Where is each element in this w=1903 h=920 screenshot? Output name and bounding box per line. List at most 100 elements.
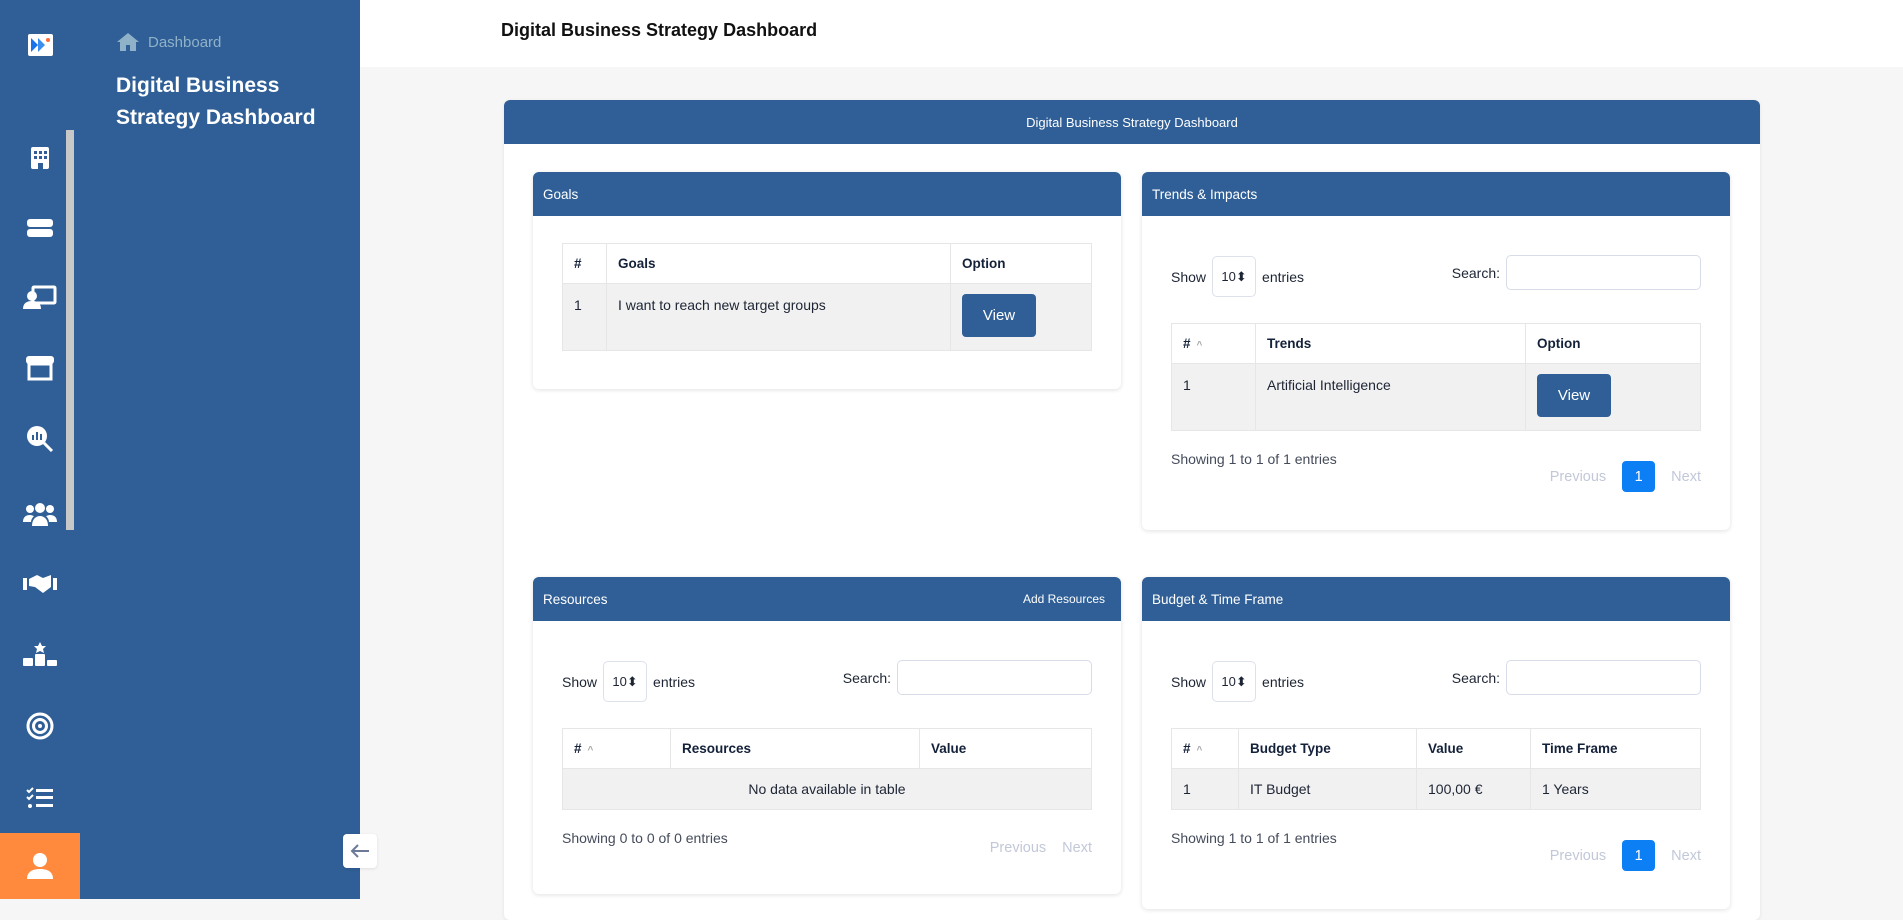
view-button[interactable]: View (1537, 374, 1611, 417)
app-logo[interactable] (28, 34, 53, 56)
pagination: Previous 1 Next (1550, 461, 1701, 492)
breadcrumb[interactable]: Dashboard (116, 32, 221, 52)
table-info: Showing 1 to 1 of 1 entries (1171, 830, 1337, 846)
dashboard-panel-header: Digital Business Strategy Dashboard (504, 100, 1760, 144)
entries-select[interactable]: 10 ⬍ (1212, 661, 1257, 702)
previous-button[interactable]: Previous (1549, 468, 1607, 485)
col-header-number[interactable]: # ^ (1171, 728, 1239, 769)
search-label: Search: (1451, 264, 1500, 281)
col-header[interactable]: Time Frame (1530, 728, 1701, 769)
col-header[interactable]: Budget Type (1238, 728, 1417, 769)
col-header[interactable]: Value (1416, 728, 1531, 769)
previous-button[interactable]: Previous (989, 840, 1047, 856)
page-1-button[interactable]: 1 (1622, 461, 1656, 492)
cell-time-frame: 1 Years (1530, 768, 1701, 810)
entries-value: 10 (1221, 674, 1236, 689)
budget-table: # ^ Budget Type Value Time Frame 1 IT Budget 1… (1171, 728, 1701, 810)
col-header-number[interactable]: # ^ (1171, 323, 1256, 364)
page-1-button[interactable]: 1 (1622, 840, 1656, 871)
page-title: Digital Business Strategy Dashboard (501, 20, 818, 40)
entries-value: 10 (1221, 269, 1236, 284)
next-button[interactable]: Next (1671, 468, 1701, 485)
table-row: 1 Artificial Intelligence View (1171, 363, 1701, 431)
search-label: Search: (1451, 669, 1500, 686)
show-label: Show (562, 673, 598, 690)
table-info: Showing 0 to 0 of 0 entries (562, 830, 728, 846)
ranking-icon[interactable] (20, 636, 60, 672)
collapse-sidebar-button[interactable] (343, 834, 377, 868)
add-resources-button[interactable]: Add Resources (1022, 592, 1105, 606)
entries-label: entries (1262, 673, 1305, 690)
entries-value: 10 (612, 674, 627, 689)
col-label: # (574, 741, 582, 756)
budget-title: Budget & Time Frame (1152, 591, 1284, 607)
view-button[interactable]: View (962, 294, 1036, 337)
sidebar: Dashboard Digital Business Strategy Dash… (80, 0, 360, 899)
user-icon[interactable] (0, 833, 80, 899)
arrow-left-icon (350, 844, 369, 858)
entries-label: entries (1262, 268, 1305, 285)
search-input[interactable] (897, 660, 1092, 695)
resources-card: Resources Add Resources Show 10 ⬍ entries Se… (533, 577, 1121, 894)
server-icon[interactable] (20, 210, 60, 246)
cell-goal: I want to reach new target groups (606, 283, 951, 351)
col-header[interactable]: Option (1525, 323, 1701, 364)
col-header[interactable]: Trends (1255, 323, 1526, 364)
next-button[interactable]: Next (1671, 847, 1701, 864)
search-input[interactable] (1506, 660, 1701, 695)
home-icon (117, 33, 139, 51)
users-icon[interactable] (20, 496, 60, 532)
resources-title: Resources (543, 591, 608, 607)
col-header: Option (950, 243, 1092, 284)
building-icon[interactable] (20, 140, 60, 176)
cell-trend: Artificial Intelligence (1255, 363, 1526, 431)
cell-number: 1 (562, 283, 607, 351)
entries-select[interactable]: 10 ⬍ (603, 661, 648, 702)
pagination: Previous 1 Next (1550, 840, 1701, 871)
pagination: Previous Next (990, 840, 1092, 856)
col-header: # (562, 243, 607, 284)
next-button[interactable]: Next (1062, 840, 1092, 856)
store-icon[interactable] (20, 350, 60, 386)
sort-up-icon: ^ (1196, 745, 1203, 756)
handshake-icon[interactable] (20, 566, 60, 602)
resources-table: # ^ Resources Value No data available in ta… (562, 728, 1092, 810)
top-bar: Digital Business Strategy Dashboard (360, 0, 1903, 67)
col-header[interactable]: Value (919, 728, 1092, 769)
breadcrumb-dashboard[interactable]: Dashboard (148, 33, 222, 51)
show-label: Show (1171, 673, 1207, 690)
cell-number: 1 (1171, 363, 1256, 431)
show-label: Show (1171, 268, 1207, 285)
entries-select[interactable]: 10 ⬍ (1212, 256, 1257, 297)
col-header[interactable]: Resources (670, 728, 920, 769)
target-icon[interactable] (20, 708, 60, 744)
analytics-search-icon[interactable] (20, 420, 60, 456)
presentation-icon[interactable] (20, 280, 60, 316)
search-label: Search: (842, 669, 891, 686)
cell-number: 1 (1171, 768, 1239, 810)
goals-title: Goals (543, 186, 579, 202)
trends-title: Trends & Impacts (1152, 186, 1258, 202)
trends-table: # ^ Trends Option 1 Artificial Intelligence V… (1171, 323, 1701, 431)
icon-rail (0, 0, 80, 899)
col-header: Goals (606, 243, 951, 284)
checklist-icon[interactable] (20, 780, 60, 816)
cell-budget-type: IT Budget (1238, 768, 1417, 810)
sort-up-icon: ^ (1196, 340, 1203, 351)
previous-button[interactable]: Previous (1549, 847, 1607, 864)
table-row: 1 IT Budget 100,00 €1 Years (1171, 768, 1701, 810)
trends-card: Trends & Impacts Show 10 ⬍ entries Search: … (1142, 172, 1730, 530)
search-input[interactable] (1506, 255, 1701, 290)
cell-value: 100,00 € (1416, 768, 1531, 810)
col-label: # (1183, 336, 1191, 351)
table-info: Showing 1 to 1 of 1 entries (1171, 451, 1337, 467)
empty-message: No data available in table (562, 768, 1092, 810)
col-header-number[interactable]: # ^ (562, 728, 671, 769)
entries-label: entries (653, 673, 696, 690)
sort-up-icon: ^ (587, 745, 594, 756)
sidebar-title: Digital Business Strategy Dashboard (116, 74, 316, 129)
scrollbar[interactable] (66, 130, 74, 530)
